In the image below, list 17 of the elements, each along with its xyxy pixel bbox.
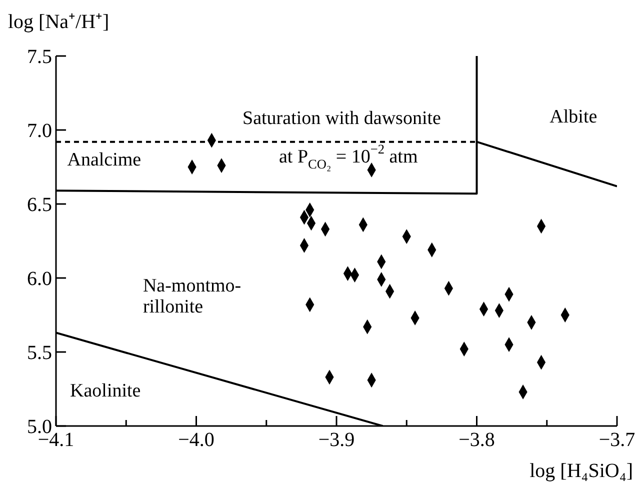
annotation: Kaolinite (70, 380, 141, 401)
annotation: Saturation with dawsonite (242, 108, 441, 129)
y-tick-label: 7.0 (27, 120, 52, 142)
x-tick-label: −3.7 (598, 429, 636, 451)
y-tick-label: 5.5 (27, 342, 52, 364)
x-tick-label: −3.8 (458, 429, 495, 451)
y-tick-label: 6.0 (27, 268, 52, 290)
x-tick-label: −4.0 (178, 429, 214, 451)
x-axis-title: log [H₄SiO₄] (530, 460, 633, 482)
annotation: Albite (550, 106, 598, 128)
annotation: Analcime (67, 149, 142, 170)
y-axis-title: log [Na⁺/H⁺] (8, 11, 110, 33)
annotation: Na-montmo- rillonite (142, 274, 242, 317)
annotation: at P$_{CO₂}$ = 10$^{−2}$ atm (278, 142, 418, 172)
y-tick-label: 6.5 (27, 194, 52, 216)
x-tick-label: −3.9 (318, 429, 355, 451)
y-tick-label: 7.5 (27, 46, 52, 68)
